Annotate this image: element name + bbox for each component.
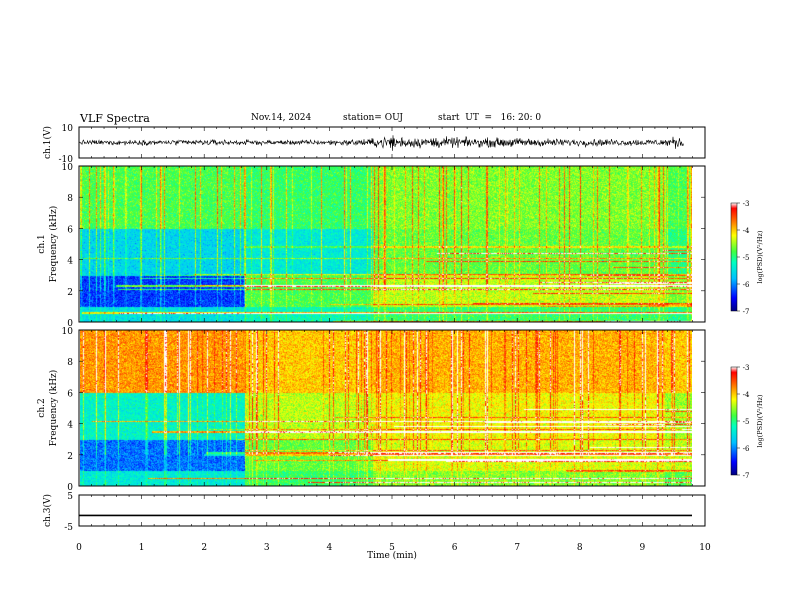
x-tick-label: 3 [264,543,270,553]
ch1-ytick-top: 10 [62,124,74,134]
chart-title: VLF Spectra [80,112,150,125]
ch2-ytick-label: 4 [67,421,73,431]
ch1-ytick-bottom: -10 [59,155,74,165]
ch3-ytick-bottom: -5 [64,523,73,533]
x-axis-label: Time (min) [367,550,417,561]
x-tick-label: 5 [389,543,395,553]
ch3-waveform-frame [78,494,706,527]
ch1-channel-label: ch.1 [37,234,47,253]
ch2-ytick-label: 10 [62,327,74,337]
ch1-ytick-label: 0 [67,319,73,329]
ch2-frequency-label: Frequency (kHz) [48,370,59,447]
x-tick-label: 2 [201,543,207,553]
ch2-ytick-label: 0 [67,483,73,493]
x-tick-label: 9 [640,543,646,553]
x-tick-label: 0 [76,543,82,553]
x-tick-label: 8 [577,543,583,553]
date-label: Nov.14, 2024 [251,113,312,123]
ch1-spectrogram-image [80,166,692,322]
ch3-ytick-top: 5 [67,492,73,502]
ch2-ytick-label: 2 [67,452,73,462]
ch1-frequency-label: Frequency (kHz) [48,206,59,283]
ch3-waveform-ylabel: ch.3(V) [42,494,53,527]
ch1-ytick-label: 6 [67,225,73,235]
ch1-colorbar-tick-label: -5 [743,254,750,262]
start-time-label: start UT = 16: 20: 0 [438,113,542,123]
x-tick-label: 7 [514,543,520,553]
station-label: station= OUJ [343,113,404,123]
x-tick-label: 10 [699,543,711,553]
ch2-colorbar [730,366,738,476]
ch2-colorbar-tick-label: -4 [743,391,750,399]
ch1-ytick-label: 4 [67,257,73,267]
ch2-colorbar-tick-label: -5 [743,418,750,426]
ch2-spectrogram-image [80,330,692,486]
x-tick-label: 1 [139,543,145,553]
ch1-colorbar [730,202,738,312]
ch1-colorbar-label: log(PSD)(V²/Hz) [756,230,764,283]
ch2-colorbar-tick-label: -7 [743,472,750,480]
ch1-ytick-label: 2 [67,288,73,298]
ch1-colorbar-tick-label: -6 [743,281,750,289]
ch2-colorbar-label: log(PSD)(V²/Hz) [756,394,764,447]
ch2-colorbar-tick-label: -3 [743,364,750,372]
ch2-ytick-label: 6 [67,389,73,399]
ch1-colorbar-tick-label: -4 [743,227,750,235]
ch2-ytick-label: 8 [67,358,73,368]
ch1-colorbar-tick-label: -7 [743,308,750,316]
x-tick-label: 6 [452,543,458,553]
ch2-channel-label: ch.2 [37,398,47,417]
ch1-ytick-label: 10 [62,163,74,173]
ch1-colorbar-tick-label: -3 [743,200,750,208]
ch2-colorbar-tick-label: -6 [743,445,750,453]
ch1-waveform-ylabel: ch.1(V) [42,126,53,159]
ch1-ytick-label: 8 [67,194,73,204]
ch1-waveform-trace [78,135,684,151]
x-tick-label: 4 [327,543,333,553]
